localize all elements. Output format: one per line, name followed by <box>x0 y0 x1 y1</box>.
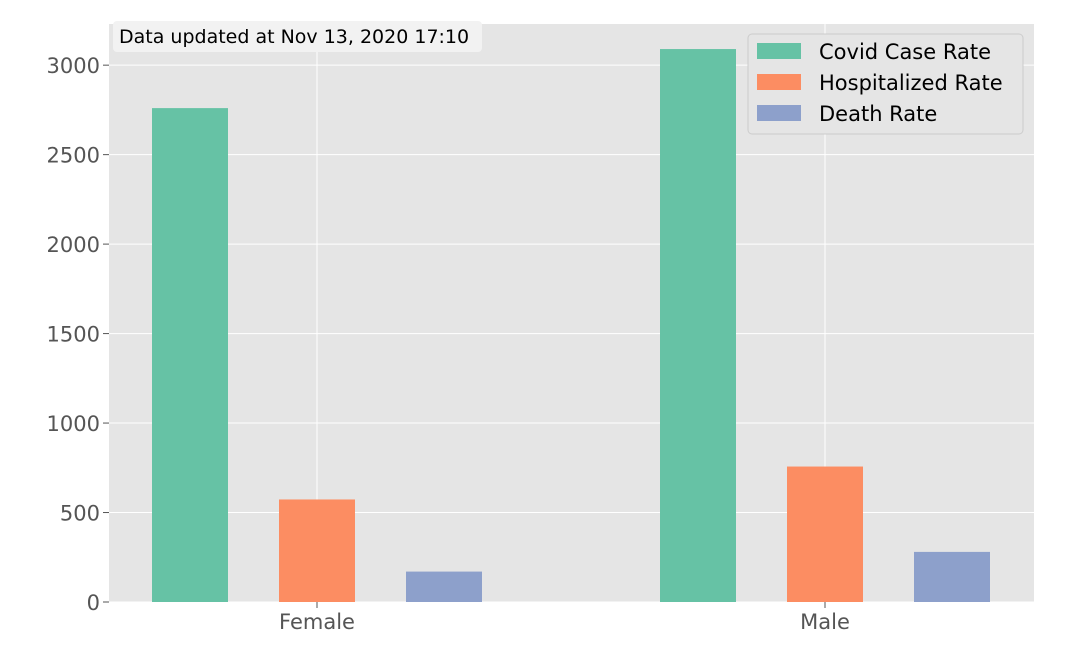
x-tick-label: Female <box>279 610 355 634</box>
y-tick-label: 1500 <box>47 323 100 347</box>
bars <box>152 49 990 603</box>
y-tick-label: 2500 <box>47 144 100 168</box>
y-tick-label: 1000 <box>47 412 100 436</box>
legend-swatch <box>757 43 801 59</box>
legend-label: Hospitalized Rate <box>819 71 1003 95</box>
bar-hospitalized-rate-female <box>279 499 355 602</box>
y-axis: 0 500 1000 1500 2000 2500 3000 <box>47 54 109 615</box>
bar-covid-case-rate-male <box>660 49 736 603</box>
legend-swatch <box>757 74 801 90</box>
x-axis: Female Male <box>279 602 850 634</box>
y-tick-label: 500 <box>60 502 100 526</box>
legend-box <box>747 33 1024 135</box>
legend-label: Death Rate <box>819 102 937 126</box>
y-tick-label: 2000 <box>47 233 100 257</box>
legend-label: Covid Case Rate <box>819 40 991 64</box>
bar-death-rate-female <box>406 571 482 602</box>
y-tick-label: 3000 <box>47 54 100 78</box>
annotation-box: Data updated at Nov 13, 2020 17:10 <box>113 21 482 52</box>
legend: Covid Case Rate Hospitalized Rate Death Ra… <box>747 33 1024 135</box>
bar-covid-case-rate-female <box>152 108 228 603</box>
bar-hospitalized-rate-male <box>787 466 863 602</box>
x-tick-label: Male <box>800 610 850 634</box>
legend-swatch <box>757 105 801 121</box>
bar-death-rate-male <box>914 551 990 602</box>
annotation-text: Data updated at Nov 13, 2020 17:10 <box>119 26 469 48</box>
y-tick-label: 0 <box>87 591 100 615</box>
annotation-background <box>113 21 482 52</box>
